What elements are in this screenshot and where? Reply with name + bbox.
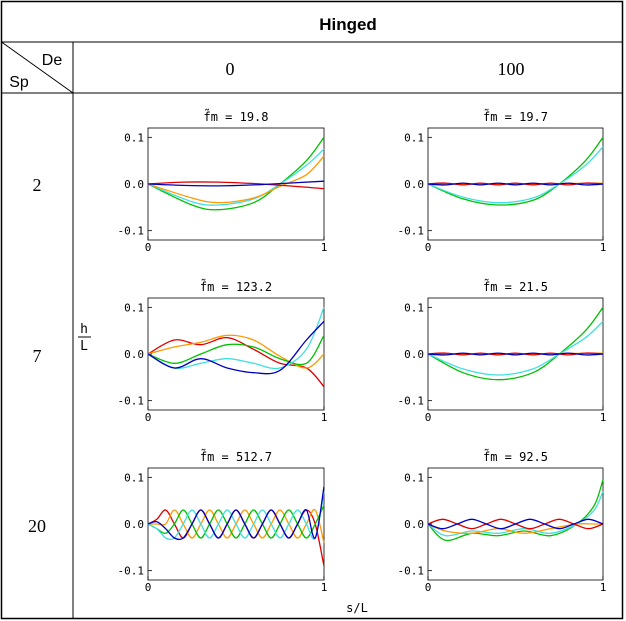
panel-annotation: f̃m = 19.8 [203,108,268,124]
x-tick-label: 0 [145,411,152,424]
y-tick-label: 0.1 [124,301,144,314]
x-tick-label: 0 [145,241,152,254]
y-tick-label: 0.1 [404,301,424,314]
y-tick-label: 0.0 [404,348,424,361]
panel-annotation: f̃m = 19.7 [483,108,548,124]
panel-sp-7-de-0: f̃m = 123.2 0.1 0.0 -0.10 1 [118,278,328,424]
x-tick-label: 1 [600,581,607,594]
table-title: Hinged [319,15,377,34]
series-line [427,518,604,530]
series-line [427,306,604,381]
row-header-sp-7: 7 [33,346,42,366]
y-axis-label-denominator: L [80,339,88,354]
panel-sp-7-de-100: f̃m = 21.5 0.1 0.0 -0.10 1 [398,278,607,424]
series-line [147,334,325,369]
y-tick-label: -0.1 [398,225,425,238]
plot-frame [147,297,325,411]
y-tick-label: -0.1 [398,395,425,408]
series-line [147,505,325,539]
panel-annotation: f̃m = 512.7 [200,448,272,464]
series-line [147,180,325,187]
x-tick-label: 0 [145,581,152,594]
panel-annotation: f̃m = 21.5 [483,278,548,294]
x-tick-label: 1 [600,411,607,424]
chart-panels: f̃m = 19.80.10.0-0.10 1f̃m = 19.70.10.0-0… [118,108,607,594]
series-line [147,155,325,204]
column-header-de-100: 100 [498,59,525,79]
y-tick-label: -0.1 [118,565,145,578]
y-tick-label: -0.1 [118,395,145,408]
y-tick-label: 0.1 [124,471,144,484]
panel-sp-2-de-100: f̃m = 19.7 0.1 0.0 -0.10 1 [398,108,607,254]
y-tick-label: 0.0 [124,178,144,191]
series-line [147,148,325,206]
y-tick-label: 0.1 [404,131,424,144]
corner-label-sp: Sp [9,74,29,91]
column-header-de-0: 0 [226,59,235,79]
x-tick-label: 1 [321,241,328,254]
panel-annotation: f̃m = 123.2 [200,278,272,294]
y-tick-label: -0.1 [398,565,425,578]
series-line [147,136,325,211]
series-line [427,479,604,542]
series-line [427,182,604,186]
y-tick-label: 0.1 [404,471,424,484]
y-tick-label: 0.0 [404,518,424,531]
y-tick-label: 0.1 [124,131,144,144]
y-tick-label: 0.0 [404,178,424,191]
series-line [427,491,604,537]
x-axis-label: s/L [346,601,368,615]
plot-frame [147,127,325,241]
y-tick-label: 0.0 [124,348,144,361]
x-tick-label: 0 [425,411,432,424]
row-header-sp-2: 2 [33,175,42,195]
series-line [147,337,325,388]
panel-sp-20-de-100: f̃m = 92.5 0.1 0.0 -0.10 1 [398,448,607,594]
series-line [427,136,604,206]
series-line [147,307,325,370]
series-line [427,522,603,535]
panel-sp-2-de-0: f̃m = 19.8 0.1 0.0 -0.10 1 [118,108,328,254]
series-line [147,334,325,366]
x-tick-label: 1 [321,581,328,594]
series-line [427,352,604,356]
series-line [147,181,325,190]
series-line [427,182,604,186]
series-line [147,491,325,541]
series-line [427,146,604,204]
x-tick-label: 1 [600,241,607,254]
y-tick-label: 0.0 [124,518,144,531]
x-tick-label: 0 [425,241,432,254]
series-line [147,486,325,541]
series-line [427,352,604,356]
series-line [427,320,604,376]
y-tick-label: -0.1 [118,225,145,238]
corner-diagonal [1,41,74,94]
corner-label-de: De [42,52,63,69]
panel-annotation: f̃m = 92.5 [483,448,548,464]
x-tick-label: 0 [425,581,432,594]
y-axis-label-numerator: h [80,322,88,337]
x-tick-label: 1 [321,411,328,424]
series-line [147,320,325,375]
panel-sp-20-de-0: f̃m = 512.7 0.1 0.0 -0.10 1 [118,448,328,594]
row-header-sp-20: 20 [28,516,46,536]
